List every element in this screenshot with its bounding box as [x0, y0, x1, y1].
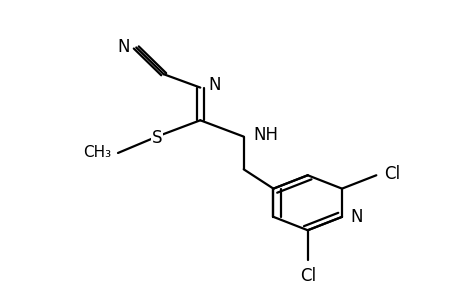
- Text: N: N: [349, 208, 362, 226]
- Text: S: S: [151, 129, 162, 147]
- Text: Cl: Cl: [299, 267, 315, 285]
- Text: N: N: [208, 76, 220, 94]
- Text: N: N: [117, 38, 129, 56]
- Text: NH: NH: [253, 126, 278, 144]
- Text: CH₃: CH₃: [83, 146, 111, 160]
- Text: Cl: Cl: [384, 165, 400, 183]
